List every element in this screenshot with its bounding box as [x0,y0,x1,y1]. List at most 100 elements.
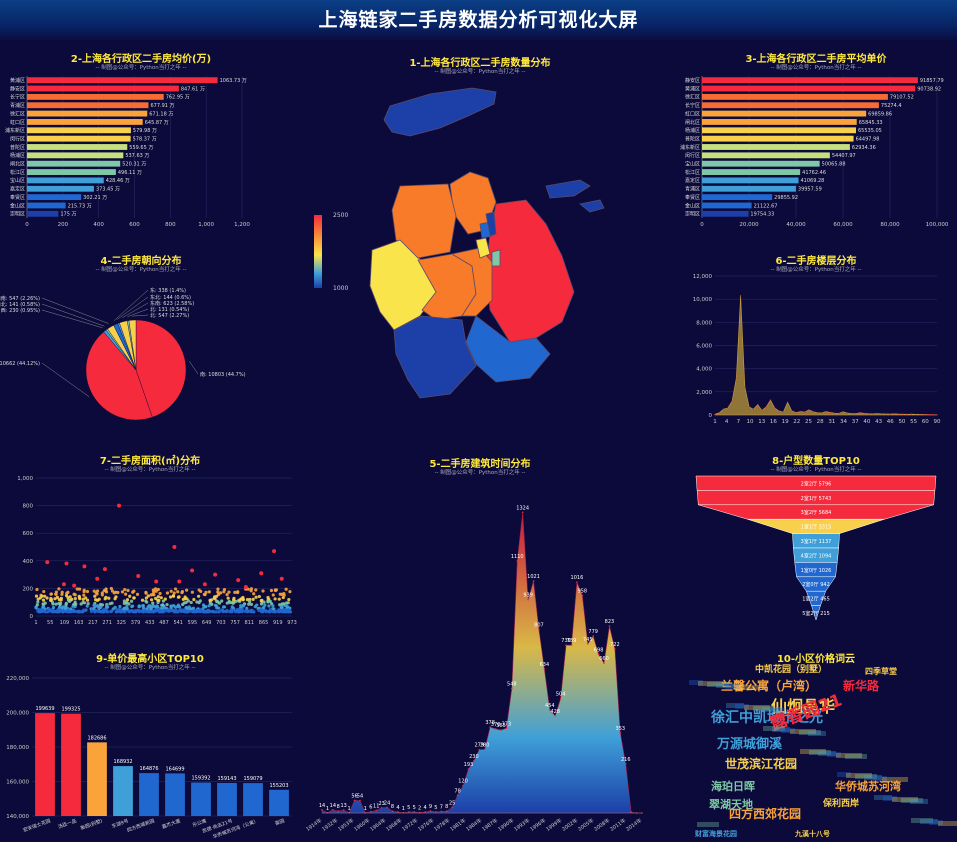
scatter-point [82,590,86,594]
build-year-chart: 14 1 14 8 13 156 541 6 11 23 248 4 1 5 5 2 4 9 5 7 825781201… [305,505,644,833]
scatter-point [261,589,265,593]
category-label: 长宁区 [10,94,25,101]
data-label: 5 [413,805,416,811]
scatter-point [222,605,227,609]
scatter-point [159,609,163,614]
data-point [483,748,486,751]
x-tick-label: 1953年 [337,817,356,833]
y-tick-label: 12,000 [693,274,713,280]
district-jiading[interactable] [391,183,457,259]
data-label: 2 [418,806,421,812]
district-jinshan[interactable] [393,315,477,399]
scatter-point [176,595,181,599]
scatter-point [37,610,42,614]
scatter-point [60,590,64,594]
bar [702,127,857,134]
data-label: 779 [588,629,598,635]
wordcloud-filler [846,773,872,778]
data-point [833,412,836,414]
bar [27,93,164,100]
district-hengsha[interactable] [579,199,605,213]
y-tick-label: 8,000 [696,320,712,326]
visual-map-bar[interactable] [314,215,322,288]
scatter-point [259,599,263,603]
pie-leader-line [117,296,149,320]
value-label: 91857.79 [920,78,944,84]
wordcloud-filler [725,684,739,689]
scatter-point [155,604,160,609]
scatter-point [277,608,281,612]
district-yangpu[interactable] [491,249,501,267]
wordcloud-filler [781,728,795,733]
x-tick-label: 1976年 [417,817,436,833]
data-label: 428 [550,709,560,715]
data-point [923,413,925,416]
scatter-point [72,592,76,596]
category-label: 崇明区 [685,211,700,218]
x-tick-label: 55 [47,620,53,626]
y-tick-label: 160,000 [6,780,29,786]
scatter-point [57,587,61,591]
pie-label: 西南: 547 (2.26%) [0,295,40,302]
scatter-point [247,609,251,614]
district-pudong[interactable] [485,199,575,343]
data-point [791,410,793,412]
data-point [608,625,611,627]
category-label: 静安区 [685,77,700,84]
district-huangpu[interactable] [485,211,497,237]
scatter-point [212,596,216,600]
wordcloud-filler [864,775,882,780]
scatter-point [41,598,46,602]
scatter-point [227,590,231,594]
scatter-point [283,608,287,612]
bar [191,782,211,816]
scatter-point [110,609,114,613]
wordcloud-filler [771,708,785,713]
bar [702,152,830,159]
x-tick-label: 1993年 [513,817,532,833]
scatter-point [165,602,169,607]
data-point [321,809,323,811]
district-fengxian[interactable] [465,315,551,383]
data-point [855,413,857,415]
wordcloud-filler [734,685,760,690]
data-point [851,412,853,415]
pie-label: 东北: 144 (0.6%) [150,294,191,301]
wordcloud-filler [689,680,703,685]
district-xuhui[interactable] [475,237,491,259]
wordcloud-filler [800,749,826,754]
wordcloud-filler [707,682,729,687]
scatter-point [247,602,251,606]
category-label: 普陀区 [10,144,25,151]
data-label: 1 [402,806,405,812]
wordcloud-filler [735,704,749,709]
category-label: 汤臣一品 [57,817,78,830]
data-point [586,642,589,645]
scatter-point [45,596,49,600]
pie-leader-line [113,289,149,321]
pie-slice [85,331,153,421]
x-tick-label: 973 [287,620,297,626]
scatter-point [241,598,245,602]
x-tick-label: 919 [273,620,283,626]
data-label: 279 [475,743,485,749]
scatter-point [124,592,128,596]
district-changxing[interactable] [545,179,591,199]
scatter-point [141,606,146,610]
data-point [774,407,776,409]
scatter-point [262,605,266,610]
district-chongming[interactable] [383,87,497,137]
value-label: 182686 [87,735,106,741]
scatter-point [82,593,86,597]
data-point [641,812,643,814]
scatter-point [233,590,237,594]
data-point [456,794,459,797]
bar [702,202,752,209]
bar [702,119,857,125]
scatter-point [271,604,275,608]
scatter-point [278,592,282,596]
wordcloud-word: 四季草堂 [865,666,897,676]
scatter-point [161,603,165,607]
wordcloud-filler [873,776,887,781]
scatter-point [110,601,114,605]
